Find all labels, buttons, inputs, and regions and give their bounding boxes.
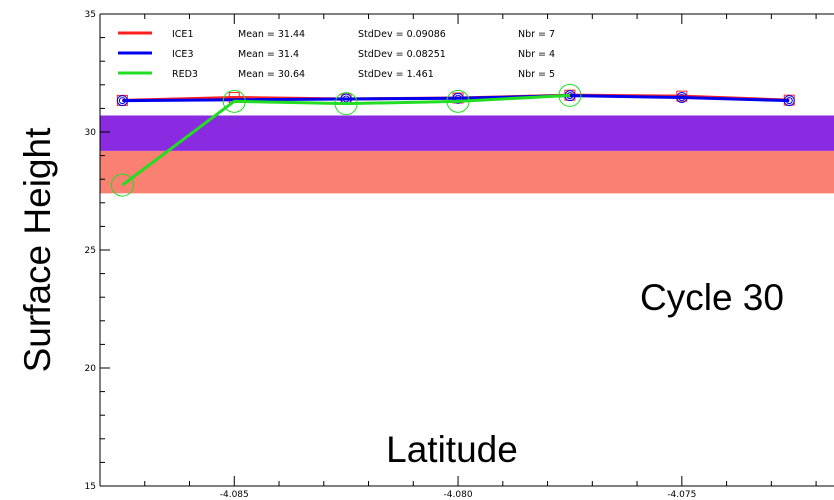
data-point — [110, 173, 134, 197]
legend-mean: Mean = 31.4 — [238, 49, 299, 60]
legend-stddev: StdDev = 0.08251 — [358, 49, 446, 60]
legend-mean: Mean = 30.64 — [238, 69, 305, 80]
legend-count: Nbr = 5 — [518, 69, 555, 80]
data-point-inner — [678, 94, 686, 102]
data-point — [558, 83, 582, 107]
data-point-inner — [342, 95, 350, 103]
y-axis-label: Surface Height — [17, 127, 58, 372]
data-point-inner — [118, 97, 126, 105]
x-axis-label: Latitude — [386, 429, 518, 470]
y-tick-label: 35 — [85, 10, 96, 20]
data-point-inner — [785, 97, 793, 105]
legend-series-name: ICE3 — [172, 49, 193, 60]
x-tick-label: -4.080 — [444, 490, 473, 500]
band-0 — [100, 150, 834, 194]
band-1 — [100, 115, 834, 151]
y-tick-label: 25 — [85, 246, 96, 256]
legend-mean: Mean = 31.44 — [238, 29, 305, 40]
y-tick-label: 15 — [85, 482, 96, 492]
data-point — [334, 92, 358, 116]
legend-series-name: ICE1 — [172, 29, 193, 40]
legend: ICE1 Mean = 31.44 StdDev = 0.09086 Nbr = 7 I… — [118, 29, 555, 80]
legend-series-name: RED3 — [172, 69, 198, 80]
data-point — [676, 92, 688, 104]
series-layer — [110, 83, 795, 197]
legend-count: Nbr = 4 — [518, 49, 555, 60]
series-line-red3 — [121, 93, 571, 187]
y-tick-label: 20 — [85, 364, 97, 374]
y-tick-label: 30 — [85, 128, 97, 138]
legend-stddev: StdDev = 1.461 — [358, 69, 434, 80]
x-tick-label: -4.085 — [220, 490, 249, 500]
x-tick-label: -4.075 — [667, 490, 696, 500]
legend-count: Nbr = 7 — [518, 29, 555, 40]
legend-stddev: StdDev = 0.09086 — [358, 29, 446, 40]
data-point — [783, 95, 795, 107]
data-point — [446, 89, 470, 113]
height-bands — [100, 115, 834, 194]
axes: 15 20 25 30 35 -4.085 -4.080 -4.075 — [85, 10, 834, 500]
data-point — [452, 92, 464, 104]
data-point — [222, 89, 246, 113]
data-point — [116, 95, 128, 107]
cycle-annotation: Cycle 30 — [640, 277, 784, 318]
